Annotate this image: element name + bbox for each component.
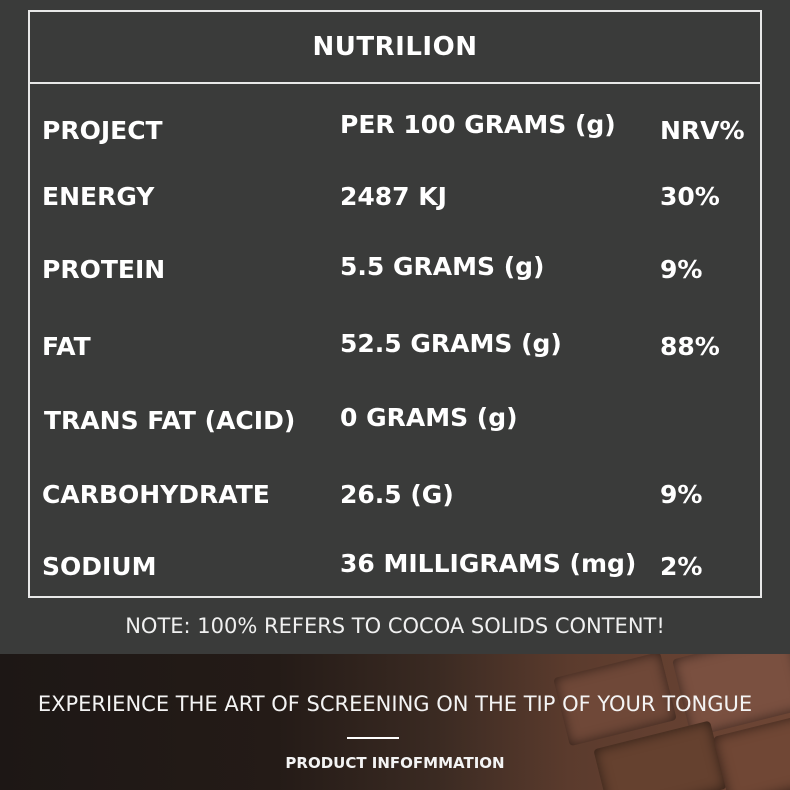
table-title: NUTRILION — [30, 12, 760, 84]
header-per-100g: PER 100 GRAMS (g) — [340, 110, 616, 139]
nutrient-amount: 5.5 GRAMS (g) — [340, 252, 545, 281]
table-row: FAT 52.5 GRAMS (g) 88% — [30, 329, 760, 372]
nutrient-name: SODIUM — [42, 552, 157, 581]
table-row: ENERGY 2487 KJ 30% — [30, 182, 760, 222]
table-header-row: PROJECT PER 100 GRAMS (g) NRV% — [30, 110, 760, 150]
banner-subtitle: PRODUCT INFOFMMATION — [285, 754, 505, 772]
nutrient-nrv: 9% — [660, 480, 703, 509]
cocoa-note: NOTE: 100% REFERS TO COCOA SOLIDS CONTEN… — [125, 614, 665, 638]
table-row: SODIUM 36 MILLIGRAMS (mg) 2% — [30, 549, 760, 592]
nutrient-name: CARBOHYDRATE — [42, 480, 270, 509]
nutrient-nrv: 30% — [660, 182, 720, 211]
nutrient-amount: 52.5 GRAMS (g) — [340, 329, 562, 358]
nutrient-amount: 26.5 (G) — [340, 480, 454, 509]
nutrient-amount: 2487 KJ — [340, 182, 447, 211]
nutrient-name: PROTEIN — [42, 255, 166, 284]
nutrient-amount: 36 MILLIGRAMS (mg) — [340, 549, 637, 578]
nutrient-nrv: 2% — [660, 552, 703, 581]
product-banner: EXPERIENCE THE ART OF SCREENING ON THE T… — [0, 654, 790, 790]
table-row: CARBOHYDRATE 26.5 (G) 9% — [30, 480, 760, 520]
nutrient-name: ENERGY — [42, 182, 155, 211]
header-nrv: NRV% — [660, 116, 745, 145]
nutrient-name: FAT — [42, 332, 91, 361]
nutrient-nrv: 88% — [660, 332, 720, 361]
table-row: PROTEIN 5.5 GRAMS (g) 9% — [30, 252, 760, 295]
header-project: PROJECT — [42, 116, 163, 145]
banner-divider — [347, 737, 399, 739]
nutrient-amount: 0 GRAMS (g) — [340, 403, 518, 432]
nutrition-table: NUTRILION PROJECT PER 100 GRAMS (g) NRV%… — [28, 10, 762, 598]
banner-tagline: EXPERIENCE THE ART OF SCREENING ON THE T… — [37, 692, 753, 716]
nutrient-nrv: 9% — [660, 255, 703, 284]
table-row: TRANS FAT (ACID) 0 GRAMS (g) — [30, 403, 760, 446]
nutrient-name: TRANS FAT (ACID) — [44, 406, 296, 435]
